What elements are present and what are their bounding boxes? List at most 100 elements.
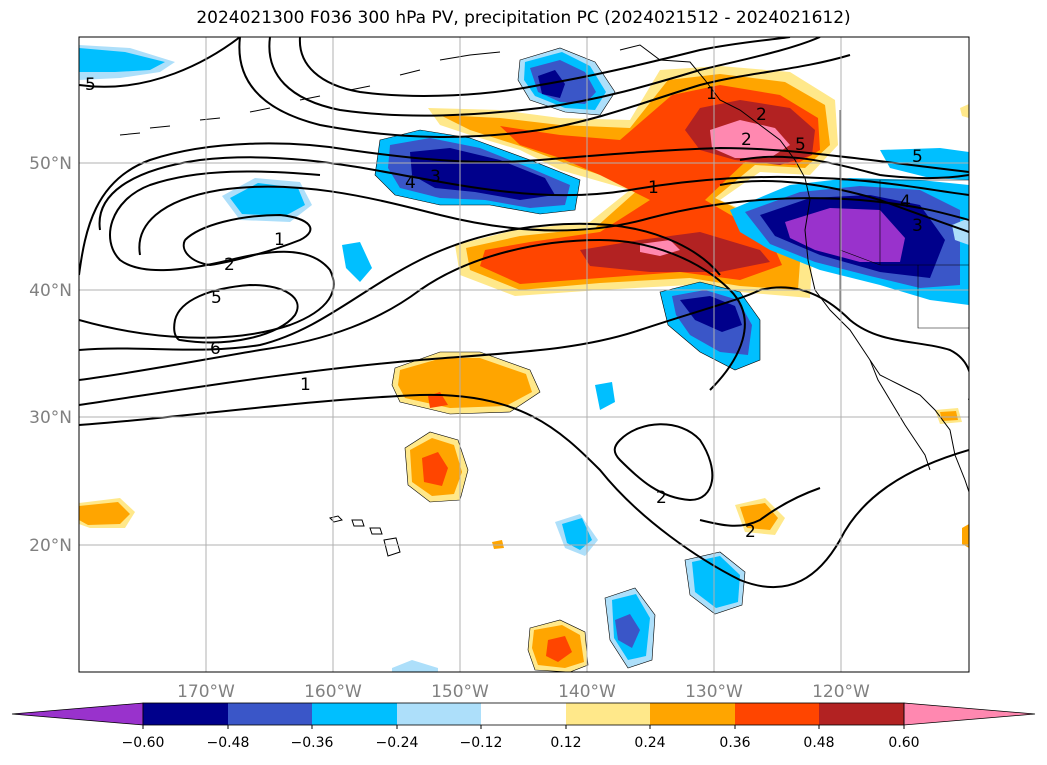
longitude-labels: 170°W 160°W 150°W 140°W 130°W 120°W (177, 682, 870, 702)
pv-contour-3 (79, 238, 746, 391)
colorbar-ticks (142, 725, 905, 729)
latitude-labels: 50°N 40°N 30°N 20°N (29, 154, 72, 556)
colorbar-tick-label: 0.60 (888, 735, 919, 751)
lat-label-50n: 50°N (29, 154, 72, 174)
colorbar-segment-9 (819, 703, 904, 725)
colorbar-extend-max (903, 702, 1036, 726)
precip-negative-right-edge (952, 218, 969, 245)
colorbar-extend-min (11, 702, 144, 726)
precip-negative-bottom-band (392, 660, 438, 672)
pv-contour-15 (739, 155, 969, 180)
contour-label: 2 (756, 105, 767, 125)
contour-label: 5 (912, 147, 923, 167)
lon-label-160w: 160°W (304, 682, 362, 702)
precip-positive-se-edge (962, 524, 969, 548)
contour-label: 1 (274, 230, 285, 250)
precip-negative-corner-024 (79, 48, 165, 72)
state-borders (839, 110, 969, 329)
coastline-hawaii (329, 515, 401, 557)
precip-shading (79, 45, 969, 672)
precip-negative-west-024 (230, 183, 305, 216)
lon-label-130w: 130°W (685, 682, 743, 702)
pv-contours (79, 37, 969, 589)
precip-positive-south-036 (546, 636, 572, 662)
precip-positive-ne-edge (960, 104, 969, 118)
pv-contour-9 (98, 156, 969, 231)
lon-label-170w: 170°W (177, 682, 235, 702)
pv-contour-4 (79, 222, 721, 351)
colorbar-segment-7 (650, 703, 735, 725)
lat-label-40n: 40°N (29, 281, 72, 301)
contour-label: 4 (900, 192, 911, 212)
contour-label: 6 (210, 339, 221, 359)
coastline-alaska-islands (119, 51, 501, 136)
map-title: 2024021300 F036 300 hPa PV, precipitatio… (196, 8, 851, 28)
pv-contour-6 (173, 283, 299, 344)
contour-labels: 5 1 2 5 6 1 4 3 1 2 5 2 5 4 3 1 2 2 (85, 75, 923, 542)
colorbar-segment-6 (566, 703, 650, 725)
precip-negative-ne-060 (785, 208, 905, 262)
precip-negative-small-a (342, 242, 372, 282)
lon-label-150w: 150°W (431, 682, 489, 702)
precip-outline-south (527, 619, 589, 672)
contour-label: 5 (795, 135, 806, 155)
colorbar-tick-label: 0.24 (634, 735, 665, 751)
contour-label: 2 (656, 488, 667, 508)
map-frame (78, 36, 970, 673)
pv-contour-16 (719, 180, 969, 233)
precip-outline-hawaii-n (404, 431, 469, 503)
precip-negative-ne-edge (880, 148, 969, 180)
pv-contour-8 (138, 185, 969, 256)
contour-label: 1 (648, 178, 659, 198)
lon-label-120w: 120°W (812, 682, 870, 702)
contour-label: 4 (405, 173, 416, 193)
pv-contour-17 (613, 423, 714, 502)
precip-positive-central-036 (428, 392, 448, 408)
colorbar-tick-label: −0.12 (460, 735, 503, 751)
lat-label-30n: 30°N (29, 408, 72, 428)
precip-negative-south-c-036 (615, 614, 640, 648)
contour-label: 3 (430, 167, 441, 187)
colorbar-segment-5 (481, 703, 566, 725)
pv-contour-14 (298, 37, 791, 97)
pv-contour-11 (79, 37, 241, 88)
pv-contour-10 (79, 142, 969, 276)
colorbar-tick-label: 0.12 (550, 735, 581, 751)
pv-contour-12 (238, 37, 851, 138)
colorbar-tick-label: −0.24 (376, 735, 419, 751)
colorbar-tick-label: −0.36 (291, 735, 334, 751)
contour-label: 1 (706, 84, 717, 104)
colorbar-segment-3 (312, 703, 397, 725)
colorbar-tick-label: −0.60 (122, 735, 165, 751)
precip-outline-south-c (604, 587, 656, 669)
colorbar-segment-4 (397, 703, 481, 725)
colorbar-frame (142, 702, 905, 726)
pv-contour-7 (182, 213, 312, 267)
contour-label: 2 (741, 130, 752, 150)
colorbar: −0.60 −0.48 −0.36 −0.24 −0.12 0.12 0.24 … (11, 702, 1036, 751)
precip-negative-south-b-024 (692, 556, 740, 608)
colorbar-tick-label: 0.36 (719, 735, 750, 751)
colorbar-segment-2 (228, 703, 312, 725)
precip-negative-mid-048 (680, 296, 742, 332)
colorbar-tick-label: 0.48 (803, 735, 834, 751)
pv-contour-18 (699, 487, 821, 527)
precip-positive-hawaii-n-036 (422, 452, 448, 486)
coastlines (119, 44, 969, 557)
precip-positive-west-024 (79, 502, 130, 525)
contour-label: 5 (211, 288, 222, 308)
pv-contour-5 (79, 170, 335, 339)
contour-label: 3 (912, 216, 923, 236)
colorbar-tick-label: −0.48 (207, 735, 250, 751)
contour-label: 2 (224, 255, 235, 275)
precip-outline-mid (659, 281, 761, 371)
precip-outline-south-b (684, 551, 746, 615)
pv-contour-1 (79, 286, 969, 406)
pv-contour-13 (268, 37, 821, 117)
precip-outline-top (517, 47, 616, 116)
coastline-baja (869, 359, 931, 471)
precip-positive-ne-060 (640, 120, 790, 256)
graticule (79, 37, 969, 672)
precip-negative-small-b (595, 382, 615, 410)
